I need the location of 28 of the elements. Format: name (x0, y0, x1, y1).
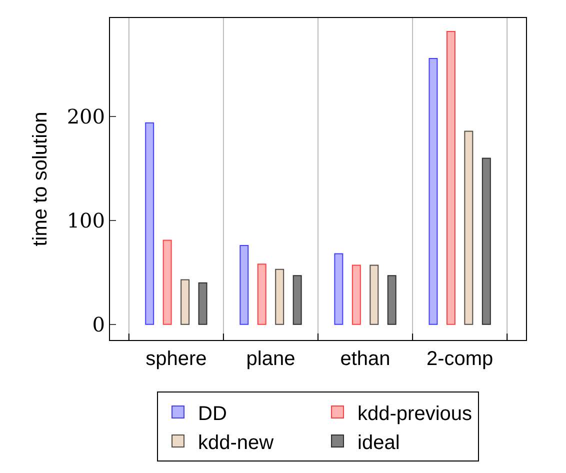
legend-label: ideal (358, 432, 400, 454)
bar (370, 264, 379, 325)
x-tick-label: ethan (340, 348, 390, 370)
bar (387, 275, 396, 325)
bar (198, 282, 208, 325)
bar (292, 275, 302, 325)
legend-label: DD (198, 402, 227, 425)
bar (464, 130, 474, 325)
bar (352, 264, 361, 325)
bar (145, 122, 154, 325)
bar (240, 244, 249, 325)
x-tick-label: sphere (146, 348, 207, 370)
bar (275, 268, 284, 325)
bar (428, 58, 438, 325)
x-tick-label: 2-comp (426, 348, 494, 370)
bar (162, 240, 172, 325)
y-tick-label: 0 (92, 312, 105, 336)
legend-label: kdd-new (198, 432, 274, 454)
bar (482, 158, 491, 325)
bar (334, 253, 344, 325)
y-axis-title: time to solution (29, 112, 52, 246)
y-tick-label: 100 (66, 208, 105, 233)
bar (446, 31, 456, 325)
legend-label: kdd-previous (358, 402, 472, 425)
bar (180, 279, 190, 325)
x-tick-label: plane (246, 348, 296, 370)
y-tick-label: 200 (66, 104, 105, 129)
bar (257, 264, 266, 325)
